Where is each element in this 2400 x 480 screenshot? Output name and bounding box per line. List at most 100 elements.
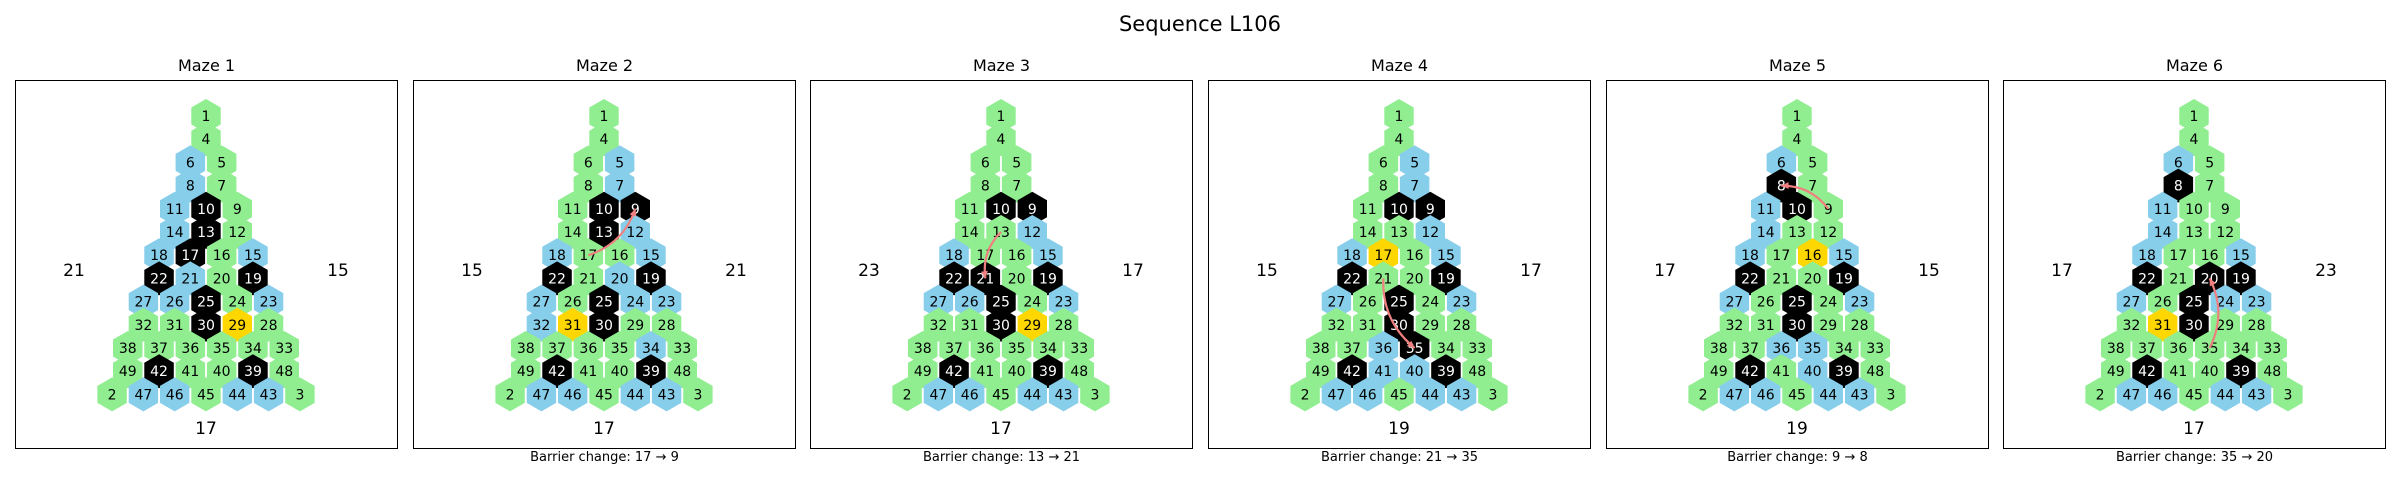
cell-number: 42	[150, 364, 168, 380]
hex-cell	[144, 238, 174, 273]
hex-cell	[589, 307, 619, 342]
hex-cell	[1782, 99, 1812, 133]
hex-cell	[1353, 215, 1383, 249]
cell-number: 45	[197, 387, 215, 403]
cell-number: 33	[673, 341, 691, 357]
hex-cell	[1353, 284, 1383, 319]
cell-number: 22	[2138, 271, 2156, 287]
hex-cell	[1446, 307, 1477, 342]
hex-cell	[128, 377, 159, 412]
hex-cell	[1353, 377, 1383, 412]
hex-cell	[1399, 331, 1430, 365]
hex-cell	[1797, 354, 1828, 389]
panel-title: Maze 2	[575, 56, 634, 75]
hex-cell	[1782, 122, 1812, 157]
hex-cell	[1446, 284, 1477, 319]
hex-cell	[2210, 377, 2240, 412]
hex-cell	[1844, 284, 1875, 319]
hex-cell	[2148, 284, 2178, 319]
hex-cell	[175, 331, 206, 365]
cell-number: 2	[1699, 387, 1708, 403]
cell-number: 17	[2169, 248, 2187, 264]
cell-number: 15	[642, 248, 660, 264]
left-value: 21	[63, 261, 85, 281]
hex-cell	[1431, 331, 1461, 365]
cell-number: 6	[1777, 155, 1786, 171]
cell-number: 6	[2174, 155, 2183, 171]
hex-cell	[1688, 377, 1718, 412]
cell-number: 43	[1453, 387, 1471, 403]
cell-number: 37	[2138, 341, 2156, 357]
cell-number: 30	[1788, 318, 1806, 334]
cell-number: 47	[1725, 387, 1743, 403]
hex-cell	[955, 215, 985, 249]
bottom-value: 17	[990, 419, 1012, 439]
cell-number: 47	[929, 387, 947, 403]
hex-cell	[526, 377, 557, 412]
bottom-value: 17	[2183, 419, 2205, 439]
cell-number: 32	[1725, 318, 1743, 334]
hex-cell	[589, 191, 619, 226]
hex-cell	[1431, 261, 1461, 296]
hex-cell	[1017, 377, 1047, 412]
right-value: 15	[1918, 261, 1940, 281]
maze-panel: Maze 3 1 4 6 5 8 7 11 10 9 14 13 12 18 17 16 15 22 21 20 19…	[810, 56, 1193, 465]
cell-number: 39	[244, 364, 262, 380]
cell-number: 10	[2185, 202, 2203, 218]
hex-cell	[923, 377, 954, 412]
cell-number: 48	[2263, 364, 2281, 380]
cell-number: 48	[275, 364, 293, 380]
hex-cell	[1321, 284, 1352, 319]
hex-cell	[558, 215, 588, 249]
hex-cell	[2163, 145, 2194, 180]
hex-cell	[1766, 168, 1797, 203]
hex-cell	[1399, 168, 1430, 203]
hex-cell	[573, 261, 604, 296]
hex-cell	[1001, 354, 1032, 389]
hex-cell	[604, 145, 635, 180]
cell-number: 33	[1468, 341, 1486, 357]
hex-cell	[1001, 238, 1032, 273]
hex-cell	[1064, 354, 1094, 389]
cell-number: 29	[1421, 318, 1439, 334]
cell-number: 5	[1410, 155, 1419, 171]
arrow-head	[980, 270, 988, 279]
hex-cell	[191, 284, 221, 319]
cell-number: 12	[2216, 225, 2234, 241]
cell-number: 9	[2221, 202, 2230, 218]
cell-number: 18	[2138, 248, 2156, 264]
hex-cell	[2194, 238, 2225, 273]
hex-cell	[2179, 191, 2209, 226]
hex-cell	[1829, 354, 1859, 389]
hex-cell	[1735, 261, 1765, 296]
maze-board: 1465871110914131218171615222120192726252…	[413, 80, 796, 449]
hex-cell	[1735, 354, 1765, 389]
cell-number: 27	[532, 295, 550, 311]
cell-number: 23	[260, 295, 278, 311]
cell-number: 38	[1312, 341, 1330, 357]
cell-number: 34	[1039, 341, 1057, 357]
cell-number: 28	[1055, 318, 1073, 334]
cell-number: 40	[1406, 364, 1424, 380]
hex-cell	[908, 354, 938, 389]
cell-number: 8	[186, 179, 195, 195]
hex-cell	[191, 191, 221, 226]
cell-number: 2	[108, 387, 117, 403]
cell-number: 42	[1741, 364, 1759, 380]
cell-number: 19	[642, 271, 660, 287]
hex-cell	[1478, 377, 1508, 412]
hex-cell	[1446, 377, 1477, 412]
cell-number: 43	[658, 387, 676, 403]
hex-cell	[986, 377, 1016, 412]
hex-cell	[191, 307, 221, 342]
panel-title: Maze 6	[2165, 56, 2224, 75]
cell-number: 8	[1379, 179, 1388, 195]
hex-cell	[1368, 331, 1399, 365]
cell-number: 36	[1772, 341, 1790, 357]
hex-cell	[1017, 307, 1047, 342]
cell-number: 27	[2122, 295, 2140, 311]
hex-cell	[1033, 331, 1063, 365]
cell-number: 29	[626, 318, 644, 334]
hex-cell	[2148, 377, 2178, 412]
